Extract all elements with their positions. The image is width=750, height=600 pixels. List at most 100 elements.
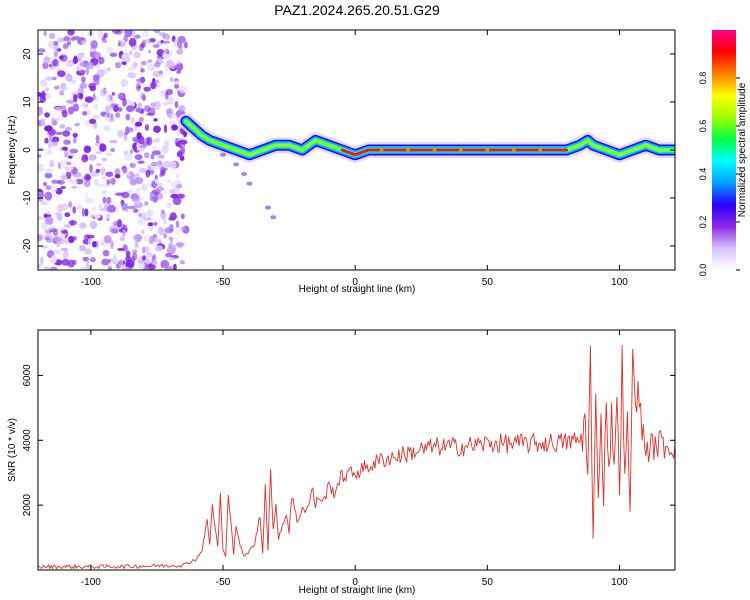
noise-speckle	[147, 64, 155, 72]
noise-speckle	[138, 216, 144, 224]
noise-speckle	[134, 121, 143, 127]
noise-speckle	[108, 118, 116, 123]
noise-speckle	[145, 137, 150, 144]
ridge-peak	[458, 148, 463, 152]
noise-speckle	[62, 43, 69, 50]
noise-speckle	[70, 219, 75, 226]
noise-speckle	[135, 82, 141, 92]
noise-speckle	[38, 263, 41, 269]
noise-speckle	[92, 241, 97, 248]
noise-speckle	[130, 117, 135, 124]
noise-speckle	[44, 191, 53, 201]
noise-speckle	[111, 92, 116, 96]
noise-speckle	[141, 94, 146, 101]
noise-speckle	[100, 243, 108, 247]
noise-speckle	[78, 222, 87, 229]
noise-speckle	[92, 103, 99, 110]
noise-speckle	[148, 235, 154, 245]
noise-speckle	[176, 151, 183, 158]
noise-speckle	[149, 102, 157, 107]
noise-speckle	[173, 263, 177, 270]
noise-speckle	[103, 125, 111, 131]
noise-speckle	[165, 59, 174, 69]
noise-speckle	[143, 266, 151, 270]
noise-speckle	[148, 224, 154, 232]
noise-speckle	[70, 180, 78, 184]
noise-speckle	[38, 143, 41, 147]
noise-speckle	[121, 202, 127, 211]
noise-speckle	[162, 33, 171, 40]
noise-speckle	[40, 118, 46, 127]
noise-speckle	[179, 156, 185, 162]
noise-speckle	[162, 40, 170, 44]
noise-speckle	[53, 50, 59, 58]
noise-speckle	[76, 66, 83, 71]
snr-y-label: SNR (10 * v/v)	[7, 418, 18, 482]
noise-speckle	[132, 249, 138, 254]
noise-speckle	[178, 105, 186, 112]
colorbar-ticks: 0.0 0.2 0.4 0.6 0.8	[698, 72, 740, 277]
noise-speckle	[106, 46, 114, 54]
noise-speckle	[169, 212, 177, 221]
colorbar-tick-label: 0.8	[698, 72, 708, 85]
noise-speckle	[110, 228, 118, 234]
noise-speckle	[79, 82, 88, 89]
noise-speckle	[156, 186, 164, 192]
noise-speckle	[56, 212, 63, 221]
noise-speckle	[66, 152, 74, 156]
colorbar-tick-label: 0.0	[698, 264, 708, 277]
noise-speckle	[126, 172, 131, 177]
noise-speckle	[109, 140, 118, 144]
noise-speckle	[155, 73, 164, 77]
noise-speckle	[105, 152, 113, 156]
noise-speckle	[75, 178, 84, 185]
spectrogram-marks	[38, 30, 675, 270]
noise-speckle	[44, 87, 50, 92]
noise-speckle	[175, 179, 183, 184]
x-tick-label: 50	[482, 577, 494, 588]
noise-speckle	[40, 201, 49, 206]
noise-speckle	[107, 204, 116, 213]
noise-speckle	[97, 30, 104, 39]
noise-speckle	[163, 187, 167, 195]
noise-speckle	[153, 118, 158, 122]
noise-speckle	[46, 210, 51, 216]
noise-speckle	[45, 168, 53, 174]
noise-speckle	[91, 207, 96, 211]
noise-speckle	[112, 254, 117, 262]
noise-speckle	[102, 196, 107, 204]
noise-speckle	[106, 213, 111, 219]
noise-speckle	[165, 252, 173, 258]
x-tick-label: 100	[611, 277, 628, 288]
noise-speckle	[43, 56, 51, 64]
noise-speckle	[71, 35, 81, 41]
noise-speckle	[153, 125, 161, 133]
noise-speckle	[166, 108, 174, 115]
colorbar-tick-label: 0.2	[698, 216, 708, 229]
noise-speckle	[155, 245, 163, 252]
noise-speckle	[54, 106, 63, 112]
noise-speckle	[144, 258, 152, 265]
noise-speckle	[162, 102, 169, 106]
noise-speckle	[103, 32, 108, 39]
noise-speckle	[109, 52, 118, 57]
side-branch-point	[246, 181, 253, 186]
noise-speckle	[142, 246, 146, 254]
noise-speckle	[103, 235, 112, 244]
noise-speckle	[144, 201, 149, 206]
noise-speckle	[168, 243, 173, 250]
noise-speckle	[129, 105, 134, 110]
noise-speckle	[148, 49, 152, 54]
noise-speckle	[137, 77, 145, 84]
noise-speckle	[63, 139, 71, 145]
snr-panel: -100 -50 0 50 100 2000 4000 6000 Height of str…	[7, 329, 676, 596]
noise-speckle	[170, 193, 179, 199]
noise-speckle	[172, 196, 182, 206]
noise-speckle	[121, 191, 130, 199]
noise-speckle	[127, 189, 134, 194]
noise-speckle	[47, 41, 56, 47]
noise-speckle	[73, 137, 77, 144]
noise-speckle	[79, 62, 86, 67]
x-tick-label: -100	[81, 577, 101, 588]
noise-speckle	[139, 197, 144, 201]
